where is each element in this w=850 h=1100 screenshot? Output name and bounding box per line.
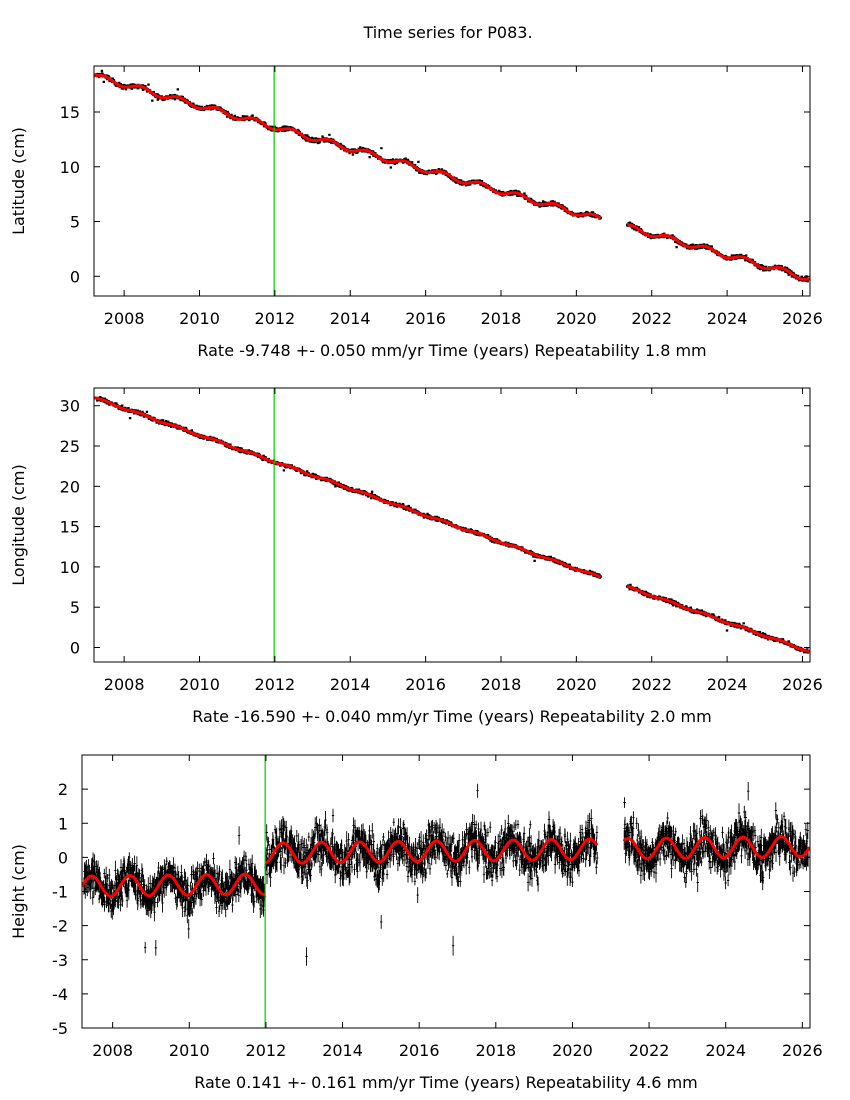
height-ytick-label: -3 xyxy=(52,951,68,970)
latitude-xtick-label: 2012 xyxy=(255,309,296,328)
latitude-panel: 2008 2010 2012 2014 2016 2018 2020 2022 2024 2026… xyxy=(9,65,823,360)
longitude-rate-label: Rate -16.590 +- 0.040 mm/yr xyxy=(192,707,433,726)
latitude-fit-segment-3 xyxy=(627,223,810,281)
longitude-fit-curve xyxy=(94,396,810,654)
longitude-xlabel: Rate -16.590 +- 0.040 mm/yr Time (years)… xyxy=(192,707,711,726)
latitude-xtick-label: 2016 xyxy=(405,309,446,328)
longitude-xtick-label: 2016 xyxy=(405,675,446,694)
height-xlabel: Rate 0.141 +- 0.161 mm/yr Time (years) R… xyxy=(194,1073,698,1092)
height-rate-label: Rate 0.141 +- 0.161 mm/yr xyxy=(194,1073,420,1092)
height-axis-label: Time (years) xyxy=(419,1073,526,1092)
height-ytick-label: 0 xyxy=(58,848,68,867)
height-xtick-label: 2012 xyxy=(246,1041,287,1060)
latitude-xlabel: Rate -9.748 +- 0.050 mm/yr Time (years) … xyxy=(197,341,706,360)
latitude-xtick-label: 2020 xyxy=(556,309,597,328)
height-xtick-label: 2010 xyxy=(169,1041,210,1060)
latitude-plot-frame xyxy=(93,65,811,297)
height-ytick-label: -2 xyxy=(52,917,68,936)
longitude-ytick-label: 10 xyxy=(60,558,80,577)
figure-title: Time series for P083. xyxy=(362,23,532,42)
longitude-xtick-label: 2018 xyxy=(481,675,522,694)
longitude-repeatability-label: Repeatability 2.0 mm xyxy=(540,707,712,726)
latitude-xtick-label: 2026 xyxy=(782,309,823,328)
height-data-series xyxy=(82,782,810,966)
longitude-ylabel: Longitude (cm) xyxy=(9,464,28,586)
height-xtick-label: 2016 xyxy=(399,1041,440,1060)
longitude-ytick-label: 0 xyxy=(70,638,80,657)
latitude-ytick-label: 0 xyxy=(70,267,80,286)
latitude-repeatability-label: Repeatability 1.8 mm xyxy=(534,341,706,360)
longitude-ytick-label: 25 xyxy=(60,437,80,456)
latitude-fit-segment-1 xyxy=(94,73,602,220)
height-xtick-label: 2014 xyxy=(322,1041,363,1060)
height-fit-segment-2 xyxy=(265,837,599,865)
longitude-xtick-label: 2022 xyxy=(631,675,672,694)
height-xtick-label: 2026 xyxy=(782,1041,823,1060)
longitude-xtick-label: 2010 xyxy=(179,675,220,694)
latitude-xtick-label: 2018 xyxy=(481,309,522,328)
longitude-fit-segment-3 xyxy=(626,584,810,654)
height-xtick-label: 2020 xyxy=(552,1041,593,1060)
longitude-fit-segment-1 xyxy=(94,396,602,579)
latitude-xtick-label: 2022 xyxy=(631,309,672,328)
height-ytick-label: -4 xyxy=(52,985,68,1004)
longitude-xtick-label: 2014 xyxy=(330,675,371,694)
height-xtick-label: 2022 xyxy=(629,1041,670,1060)
latitude-xtick-label: 2010 xyxy=(179,309,220,328)
height-xtick-label: 2008 xyxy=(92,1041,133,1060)
latitude-rate-label: Rate -9.748 +- 0.050 mm/yr xyxy=(197,341,428,360)
height-ytick-label: -1 xyxy=(52,883,68,902)
longitude-axis-label: Time (years) xyxy=(433,707,540,726)
longitude-xtick-label: 2008 xyxy=(104,675,145,694)
longitude-ytick-label: 30 xyxy=(60,397,80,416)
longitude-xtick-label: 2020 xyxy=(556,675,597,694)
height-fit-segment-3 xyxy=(623,835,810,861)
latitude-xtick-label: 2024 xyxy=(707,309,748,328)
longitude-panel: 2008 2010 2012 2014 2016 2018 2020 2022 2024 2026… xyxy=(9,387,823,726)
latitude-ylabel: Latitude (cm) xyxy=(9,127,28,235)
height-xtick-label: 2024 xyxy=(705,1041,746,1060)
longitude-xtick-label: 2026 xyxy=(782,675,823,694)
latitude-fit-curve xyxy=(94,73,810,281)
longitude-ytick-label: 20 xyxy=(60,477,80,496)
height-repeatability-label: Repeatability 4.6 mm xyxy=(526,1073,698,1092)
height-fit-segment-1 xyxy=(82,872,265,898)
height-ytick-label: -5 xyxy=(52,1019,68,1038)
longitude-plot-frame xyxy=(93,387,811,663)
latitude-axis-label: Time (years) xyxy=(428,341,535,360)
height-ytick-label: 1 xyxy=(58,814,68,833)
latitude-xtick-label: 2008 xyxy=(104,309,145,328)
longitude-ytick-label: 5 xyxy=(70,598,80,617)
latitude-ytick-label: 5 xyxy=(70,213,80,232)
height-ytick-label: 2 xyxy=(58,780,68,799)
height-fit-curve xyxy=(82,835,810,898)
longitude-xtick-label: 2012 xyxy=(255,675,296,694)
longitude-xtick-label: 2024 xyxy=(707,675,748,694)
latitude-ytick-label: 15 xyxy=(60,103,80,122)
height-xtick-label: 2018 xyxy=(475,1041,516,1060)
height-data-points xyxy=(82,782,810,966)
height-panel: 2008 2010 2012 2014 2016 2018 2020 2022 2024 2026… xyxy=(9,754,823,1092)
latitude-xtick-label: 2014 xyxy=(330,309,371,328)
longitude-ytick-label: 15 xyxy=(60,518,80,537)
latitude-ytick-label: 10 xyxy=(60,158,80,177)
height-ylabel: Height (cm) xyxy=(9,844,28,939)
